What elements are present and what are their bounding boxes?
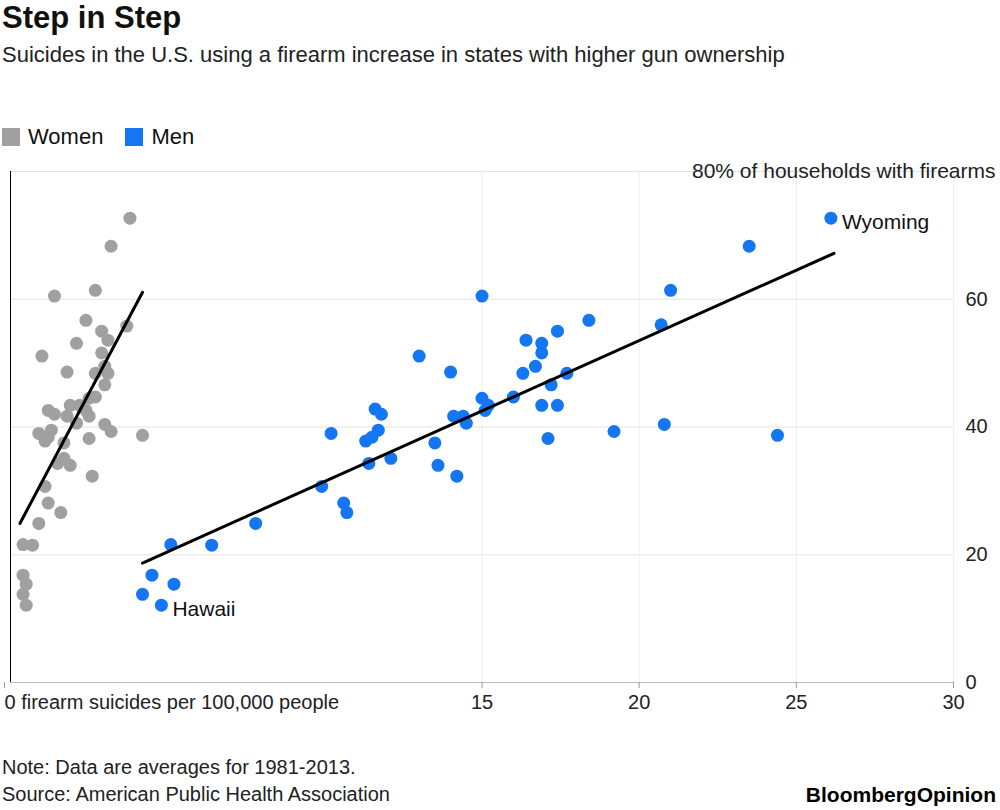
- svg-text:20: 20: [628, 691, 650, 713]
- html-text:Note: Data are averages for 19: Note: Data are averages for 1981-2013.: [2, 756, 356, 778]
- svg-text:25: 25: [785, 691, 807, 713]
- svg-text:Wyoming: Wyoming: [842, 210, 929, 233]
- html-text:Women: Women: [28, 124, 104, 149]
- svg-text:0 firearm suicides per 100,000: 0 firearm suicides per 100,000 people: [5, 691, 340, 713]
- svg-text:Hawaii: Hawaii: [172, 597, 235, 620]
- html-text:Step in Step: Step in Step: [2, 0, 182, 35]
- svg-text:0: 0: [966, 671, 977, 693]
- svg-text:20: 20: [966, 543, 988, 565]
- html-text:Source: American Public Health: Source: American Public Health Associati…: [2, 783, 390, 805]
- html-text:BloombergOpinion: BloombergOpinion: [805, 783, 996, 806]
- svg-text:80% of households with firearm: 80% of households with firearms: [692, 159, 996, 182]
- svg-text:60: 60: [966, 288, 988, 310]
- svg-text:15: 15: [471, 691, 493, 713]
- svg-text:40: 40: [966, 415, 988, 437]
- html-text:Suicides in the U.S. using a f: Suicides in the U.S. using a firearm inc…: [2, 42, 785, 67]
- svg-text:30: 30: [942, 691, 964, 713]
- html-text:Men: Men: [151, 124, 195, 149]
